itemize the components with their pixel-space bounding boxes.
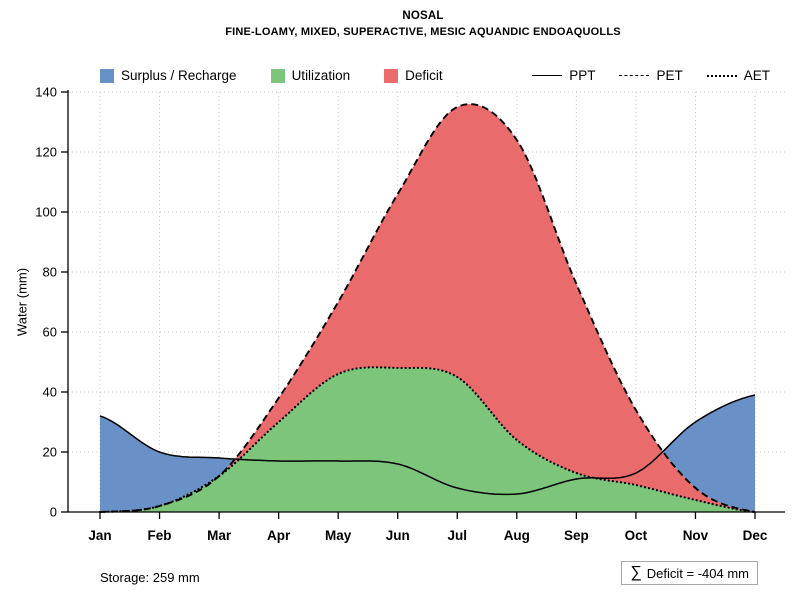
chart-header: NOSAL FINE-LOAMY, MIXED, SUPERACTIVE, ME… <box>60 10 786 38</box>
area-utilization <box>100 367 755 512</box>
curve-ppt <box>99 394 756 496</box>
y-axis-label: Water (mm) <box>14 267 30 337</box>
area-deficit <box>100 104 755 512</box>
x-tick-label: Nov <box>683 528 709 543</box>
legend-item-aet: AET <box>706 68 770 83</box>
tick-labels: 0 20 40 60 80 100 120 140 Jan Feb Mar Apr May Jun Jul A… <box>35 85 768 544</box>
y-tick-label: 80 <box>43 265 57 280</box>
legend-label-deficit: Deficit <box>405 68 443 83</box>
legend-item-pet: PET <box>619 68 683 83</box>
legend-item-utilization: Utilization <box>270 68 351 83</box>
legend-label-ppt: PPT <box>569 68 596 83</box>
y-tick-label: 100 <box>35 205 57 220</box>
y-tick-label: 20 <box>43 445 57 460</box>
solid-line-icon <box>532 75 563 76</box>
deficit-annotation: ∑ Deficit = -404 mm <box>621 561 758 585</box>
x-tick-label: Jul <box>448 528 468 543</box>
y-tick-label: 40 <box>43 385 57 400</box>
x-tick-label: Jun <box>386 528 410 543</box>
area-surplus <box>100 104 755 512</box>
x-tick-label: Feb <box>148 528 172 543</box>
legend-label-utilization: Utilization <box>291 68 351 83</box>
areas <box>100 104 755 512</box>
y-tick-label: 140 <box>35 85 57 100</box>
legend-item-deficit: Deficit <box>384 68 443 83</box>
surplus-swatch-icon <box>100 68 114 83</box>
deficit-text: Deficit = -404 mm <box>646 565 749 581</box>
legend-label-surplus: Surplus / Recharge <box>121 68 237 83</box>
axes <box>61 90 785 519</box>
curve-pet <box>99 103 756 513</box>
storage-annotation: Storage: 259 mm <box>100 570 200 585</box>
chart-title: NOSAL <box>402 10 444 22</box>
y-tick-label: 60 <box>43 325 57 340</box>
sigma-symbol: ∑ <box>630 564 642 581</box>
curve-aet <box>98 366 757 514</box>
x-tick-label: Mar <box>207 528 232 543</box>
chart-subtitle: FINE-LOAMY, MIXED, SUPERACTIVE, MESIC AQ… <box>225 26 621 38</box>
legend-item-surplus: Surplus / Recharge <box>100 68 237 83</box>
legend-item-ppt: PPT <box>532 68 595 83</box>
x-tick-label: May <box>325 528 352 543</box>
y-tick-label: 0 <box>50 505 57 520</box>
y-tick-label: 120 <box>35 145 57 160</box>
legend: Surplus / Recharge Utilization Deficit P… <box>100 68 770 83</box>
dotted-line-icon <box>706 74 737 77</box>
deficit-swatch-icon <box>384 68 399 83</box>
x-tick-label: Jan <box>88 528 111 543</box>
legend-line-group: PPT PET AET <box>508 68 770 83</box>
x-tick-label: Oct <box>625 528 648 543</box>
x-tick-label: Sep <box>564 528 589 543</box>
x-tick-label: Apr <box>267 528 291 543</box>
legend-label-pet: PET <box>656 68 683 83</box>
x-tick-label: Dec <box>743 528 768 543</box>
legend-label-aet: AET <box>743 68 770 83</box>
x-tick-label: Aug <box>504 528 530 543</box>
dashed-line-icon <box>619 75 650 76</box>
utilization-swatch-icon <box>270 68 285 83</box>
